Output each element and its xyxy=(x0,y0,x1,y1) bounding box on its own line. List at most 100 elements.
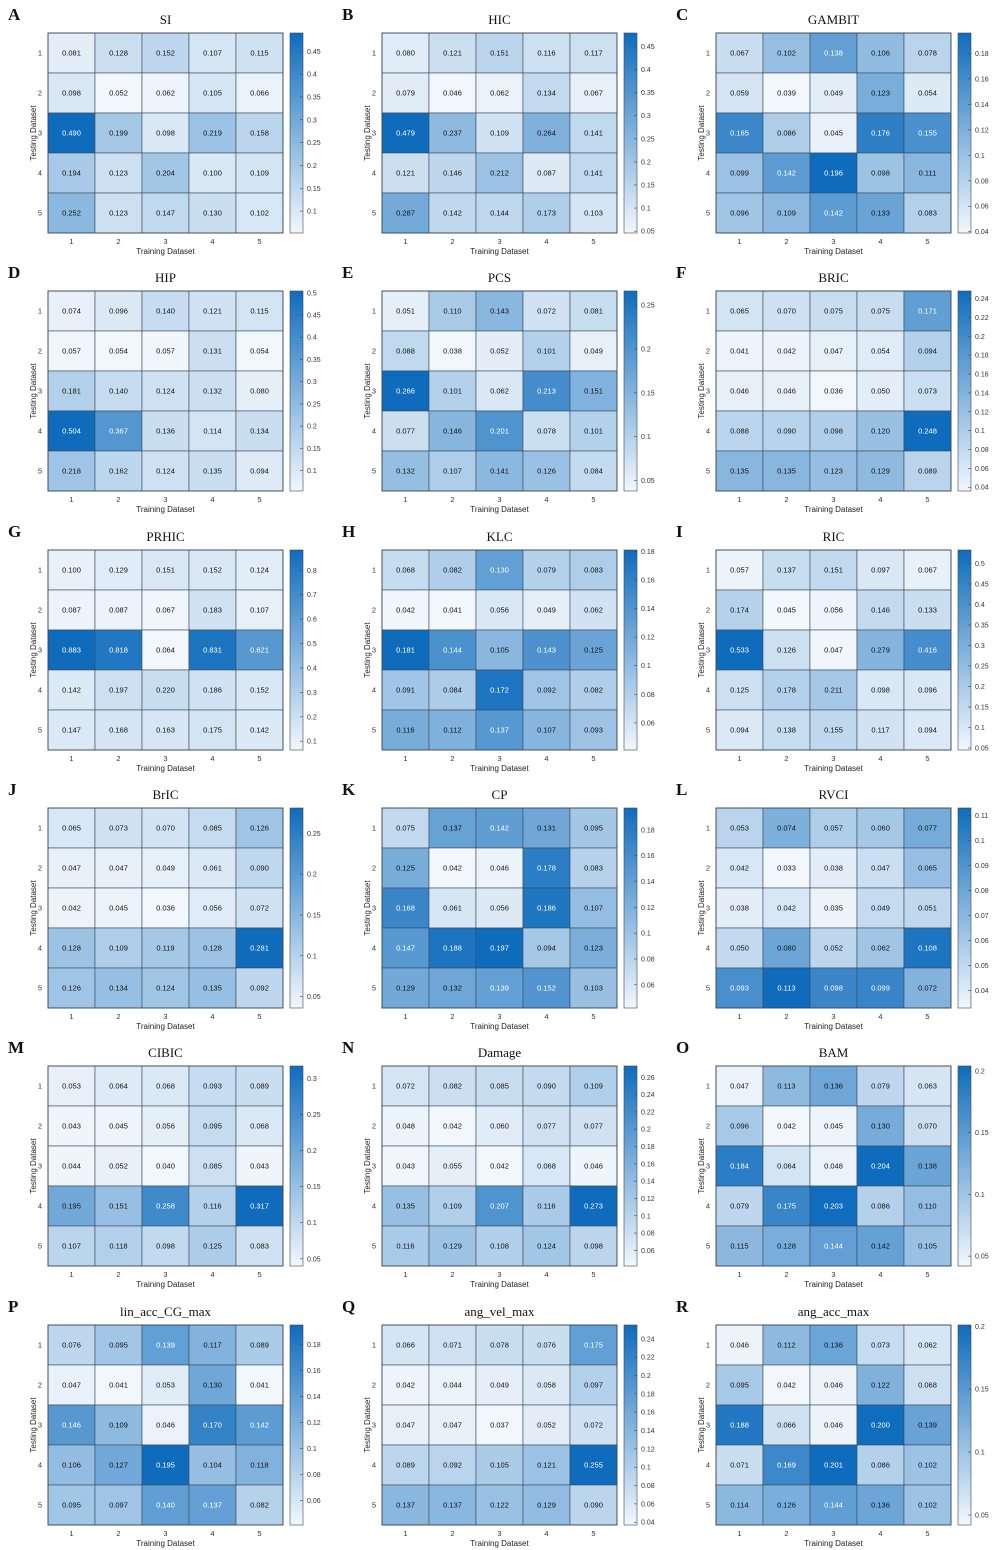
cell-value-label: 0.105 xyxy=(490,1461,509,1470)
panel-title: PCS xyxy=(488,270,511,285)
heatmap-cell xyxy=(569,847,618,889)
heatmap-cell xyxy=(94,1444,143,1486)
cell-value-label: 0.152 xyxy=(250,686,269,695)
cell-value-label: 0.134 xyxy=(250,427,269,436)
cell-value-label: 0.085 xyxy=(203,824,222,833)
cell-value-label: 0.183 xyxy=(203,606,222,615)
cell-value-label: 0.139 xyxy=(156,1341,175,1350)
cell-value-label: 0.075 xyxy=(824,307,843,316)
cell-value-label: 0.121 xyxy=(537,1461,556,1470)
panel-letter: N xyxy=(342,1038,355,1057)
cell-value-label: 0.125 xyxy=(203,1242,222,1251)
heatmap-cell xyxy=(141,370,190,412)
cell-value-label: 0.109 xyxy=(777,209,796,218)
cell-value-label: 0.201 xyxy=(490,427,509,436)
heatmap-cell xyxy=(522,410,571,452)
cell-value-label: 0.067 xyxy=(156,606,175,615)
cell-value-label: 0.094 xyxy=(918,726,937,735)
heatmap-cell xyxy=(141,1105,190,1147)
cell-value-label: 0.087 xyxy=(62,606,81,615)
colorbar-tick-label: 0.14 xyxy=(641,1179,655,1186)
heatmap-cell xyxy=(94,807,143,849)
colorbar-tick-label: 0.08 xyxy=(641,1231,655,1238)
cell-value-label: 0.062 xyxy=(490,89,509,98)
y-tick-label: 3 xyxy=(706,129,710,138)
heatmap-cell xyxy=(188,1404,237,1446)
colorbar-tick-label: 0.22 xyxy=(641,1355,655,1362)
cell-value-label: 0.054 xyxy=(918,89,937,98)
x-axis-label: Training Dataset xyxy=(804,505,863,514)
cell-value-label: 0.132 xyxy=(443,984,462,993)
colorbar-tick-label: 0.3 xyxy=(307,690,317,697)
x-tick-label: 2 xyxy=(450,1529,454,1538)
cell-value-label: 0.129 xyxy=(443,1242,462,1251)
cell-value-label: 0.052 xyxy=(109,1162,128,1171)
cell-value-label: 0.142 xyxy=(250,726,269,735)
colorbar-tick-label: 0.3 xyxy=(641,113,651,120)
y-axis-label: Testing Dataset xyxy=(697,1138,706,1194)
cell-value-label: 0.133 xyxy=(871,209,890,218)
cell-value-label: 0.080 xyxy=(777,944,796,953)
colorbar-tick-label: 0.05 xyxy=(975,745,989,752)
cell-value-label: 0.096 xyxy=(918,686,937,695)
y-tick-label: 4 xyxy=(38,686,42,695)
y-tick-label: 3 xyxy=(706,646,710,655)
cell-value-label: 0.144 xyxy=(443,646,462,655)
y-tick-label: 4 xyxy=(372,944,376,953)
panel-letter: G xyxy=(8,522,21,541)
heatmap-cell xyxy=(475,152,524,194)
heatmap-cell xyxy=(569,330,618,372)
y-tick-label: 3 xyxy=(706,1421,710,1430)
cell-value-label: 0.110 xyxy=(443,307,461,316)
cell-value-label: 0.152 xyxy=(537,984,556,993)
x-tick-label: 3 xyxy=(163,1012,167,1021)
x-tick-label: 5 xyxy=(591,1012,595,1021)
heatmap-cell xyxy=(475,1105,524,1147)
cell-value-label: 0.040 xyxy=(156,1162,175,1171)
heatmap-cell xyxy=(235,847,284,889)
cell-value-label: 0.082 xyxy=(443,1082,462,1091)
cell-value-label: 0.181 xyxy=(396,646,415,655)
cell-value-label: 0.097 xyxy=(584,1381,603,1390)
cell-value-label: 0.138 xyxy=(824,49,843,58)
cell-value-label: 0.043 xyxy=(396,1162,415,1171)
cell-value-label: 0.116 xyxy=(537,1202,555,1211)
cell-value-label: 0.118 xyxy=(109,1242,127,1251)
cell-value-label: 0.095 xyxy=(730,1381,749,1390)
cell-value-label: 0.042 xyxy=(62,904,81,913)
heatmap-cell xyxy=(94,370,143,412)
heatmap-cell xyxy=(381,847,430,889)
cell-value-label: 0.046 xyxy=(730,387,749,396)
colorbar-tick-label: 0.18 xyxy=(975,353,989,360)
plot-frame xyxy=(715,290,952,492)
cell-value-label: 0.132 xyxy=(203,387,222,396)
heatmap-cell xyxy=(809,72,858,114)
colorbar-tick-label: 0.05 xyxy=(975,1254,989,1261)
cell-value-label: 0.063 xyxy=(918,1082,937,1091)
x-tick-label: 1 xyxy=(403,1270,407,1279)
cell-value-label: 0.264 xyxy=(537,129,556,138)
cell-value-label: 0.068 xyxy=(250,1122,269,1131)
heatmap-cell xyxy=(762,669,811,711)
heatmap-cell xyxy=(188,152,237,194)
heatmap-cell xyxy=(94,629,143,671)
heatmap-cell xyxy=(856,589,905,631)
y-tick-label: 1 xyxy=(38,566,42,575)
cell-value-label: 0.043 xyxy=(62,1122,81,1131)
cell-value-label: 0.076 xyxy=(62,1341,81,1350)
cell-value-label: 0.101 xyxy=(537,347,556,356)
cell-value-label: 0.105 xyxy=(918,1242,937,1251)
cell-value-label: 0.135 xyxy=(203,467,222,476)
heatmap-cell xyxy=(381,290,430,332)
x-tick-label: 4 xyxy=(544,1270,548,1279)
colorbar-tick-label: 0.1 xyxy=(307,209,317,216)
plot-frame xyxy=(715,1324,952,1526)
heatmap-cell xyxy=(381,1065,430,1107)
cell-value-label: 0.075 xyxy=(871,307,890,316)
cell-value-label: 0.077 xyxy=(584,1122,603,1131)
cell-value-label: 0.088 xyxy=(396,347,415,356)
x-tick-label: 3 xyxy=(163,754,167,763)
heatmap-cell xyxy=(47,1145,96,1187)
heatmap-cell xyxy=(94,589,143,631)
